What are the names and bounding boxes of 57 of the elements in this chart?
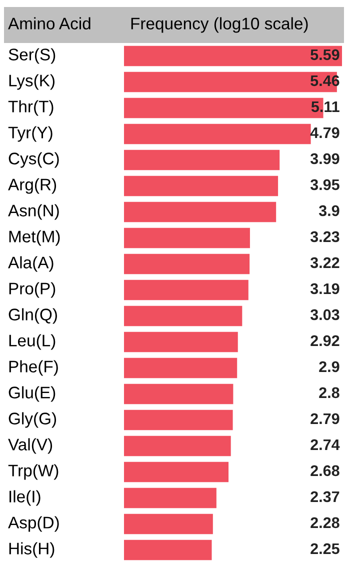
data-label: 2.25 [310,543,340,554]
y-tick-label: His(H) [9,542,54,558]
bar [124,410,233,430]
data-label: 3.95 [310,179,340,190]
bar [124,514,213,534]
data-label: 3.99 [310,153,340,164]
data-label: 2.8 [319,387,340,398]
bar [124,280,248,300]
data-label: 2.74 [310,439,340,450]
data-label: 2.28 [310,517,340,528]
bar [124,540,212,560]
data-label: 2.68 [310,465,340,476]
y-tick-label: Gln(Q) [8,308,57,324]
y-tick-label: Ala(A) [8,256,54,272]
data-label: 3.9 [318,205,340,216]
y-tick-label: Trp(W) [8,464,58,480]
x-axis-title: Frequency (log10 scale) [131,17,308,33]
bar [124,332,238,352]
bar [124,462,229,482]
bar [124,254,250,274]
data-label: 3.22 [310,257,340,268]
bar [124,202,276,222]
y-tick-label: Asn(N) [8,204,59,220]
data-label: 3.23 [310,231,340,242]
y-tick-label: Asp(D) [8,516,59,532]
y-axis-title: Amino Acid [8,17,90,30]
data-label: 2.92 [310,335,340,346]
data-label: 3.19 [310,283,340,294]
y-tick-label: Ile(I) [10,490,40,506]
data-label: 3.03 [310,309,340,320]
y-tick-label: Met(M) [9,230,60,246]
y-tick-label: Phe(F) [9,360,58,376]
data-label: 2.79 [310,413,340,424]
bar [124,228,250,248]
y-tick-label: Glu(E) [8,386,56,402]
data-label: 5.59 [310,49,340,60]
bar [124,436,231,456]
bar [124,150,280,170]
y-tick-label: Gly(G) [8,412,56,428]
y-tick-label: Thr(T) [8,100,54,116]
y-tick-label: Pro(P) [9,282,56,298]
y-tick-label: Ser(S) [8,48,56,64]
bar [124,358,238,378]
data-label: 2.37 [310,491,340,502]
y-tick-label: Cys(C) [8,152,59,168]
y-tick-label: Tyr(Y) [8,126,52,142]
bar [124,488,216,508]
bar [124,46,342,66]
bar [124,124,311,144]
bar [124,306,242,326]
y-tick-label: Arg(R) [8,178,56,194]
bar [124,176,278,196]
y-tick-label: Leu(L) [9,334,56,350]
y-tick-label: Lys(K) [9,74,54,90]
y-tick-label: Val(V) [8,438,52,454]
bar [124,384,234,404]
data-label: 2.9 [319,361,340,372]
